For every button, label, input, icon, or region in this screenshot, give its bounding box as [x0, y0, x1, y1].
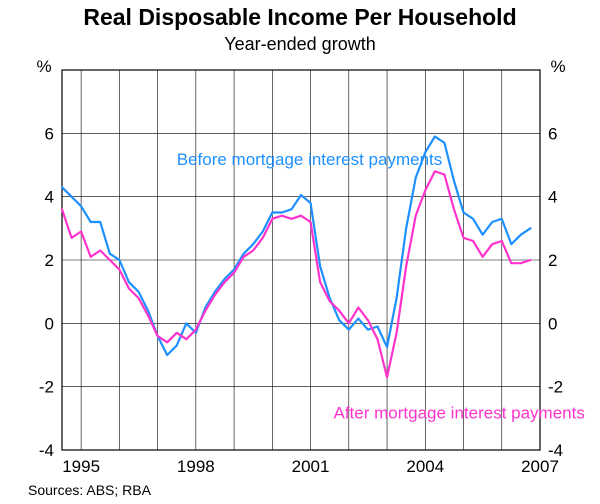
ytick-label-right: 2 [548, 251, 557, 270]
chart-svg: -4-4-2-20022446619951998200120042007%%Be… [0, 0, 600, 504]
ytick-label-right: 4 [548, 188, 557, 207]
unit-label-left: % [36, 57, 51, 76]
xtick-label: 2004 [406, 457, 444, 476]
ytick-label-left: 6 [45, 124, 54, 143]
ytick-label-left: 4 [45, 188, 54, 207]
xtick-label: 1998 [177, 457, 215, 476]
ytick-label-right: 0 [548, 314, 557, 333]
ytick-label-left: -4 [39, 441, 54, 460]
ytick-label-left: 2 [45, 251, 54, 270]
series-label-after: After mortgage interest payments [334, 403, 585, 422]
chart-sources: Sources: ABS; RBA [28, 482, 151, 498]
unit-label-right: % [550, 57, 565, 76]
ytick-label-left: 0 [45, 314, 54, 333]
chart-container: Real Disposable Income Per Household Yea… [0, 0, 600, 504]
series-label-before: Before mortgage interest payments [177, 150, 443, 169]
xtick-label: 1995 [62, 457, 100, 476]
series-before [62, 137, 530, 356]
ytick-label-right: 6 [548, 124, 557, 143]
ytick-label-left: -2 [39, 378, 54, 397]
ytick-label-right: -2 [548, 378, 563, 397]
xtick-label: 2007 [521, 457, 559, 476]
xtick-label: 2001 [292, 457, 330, 476]
